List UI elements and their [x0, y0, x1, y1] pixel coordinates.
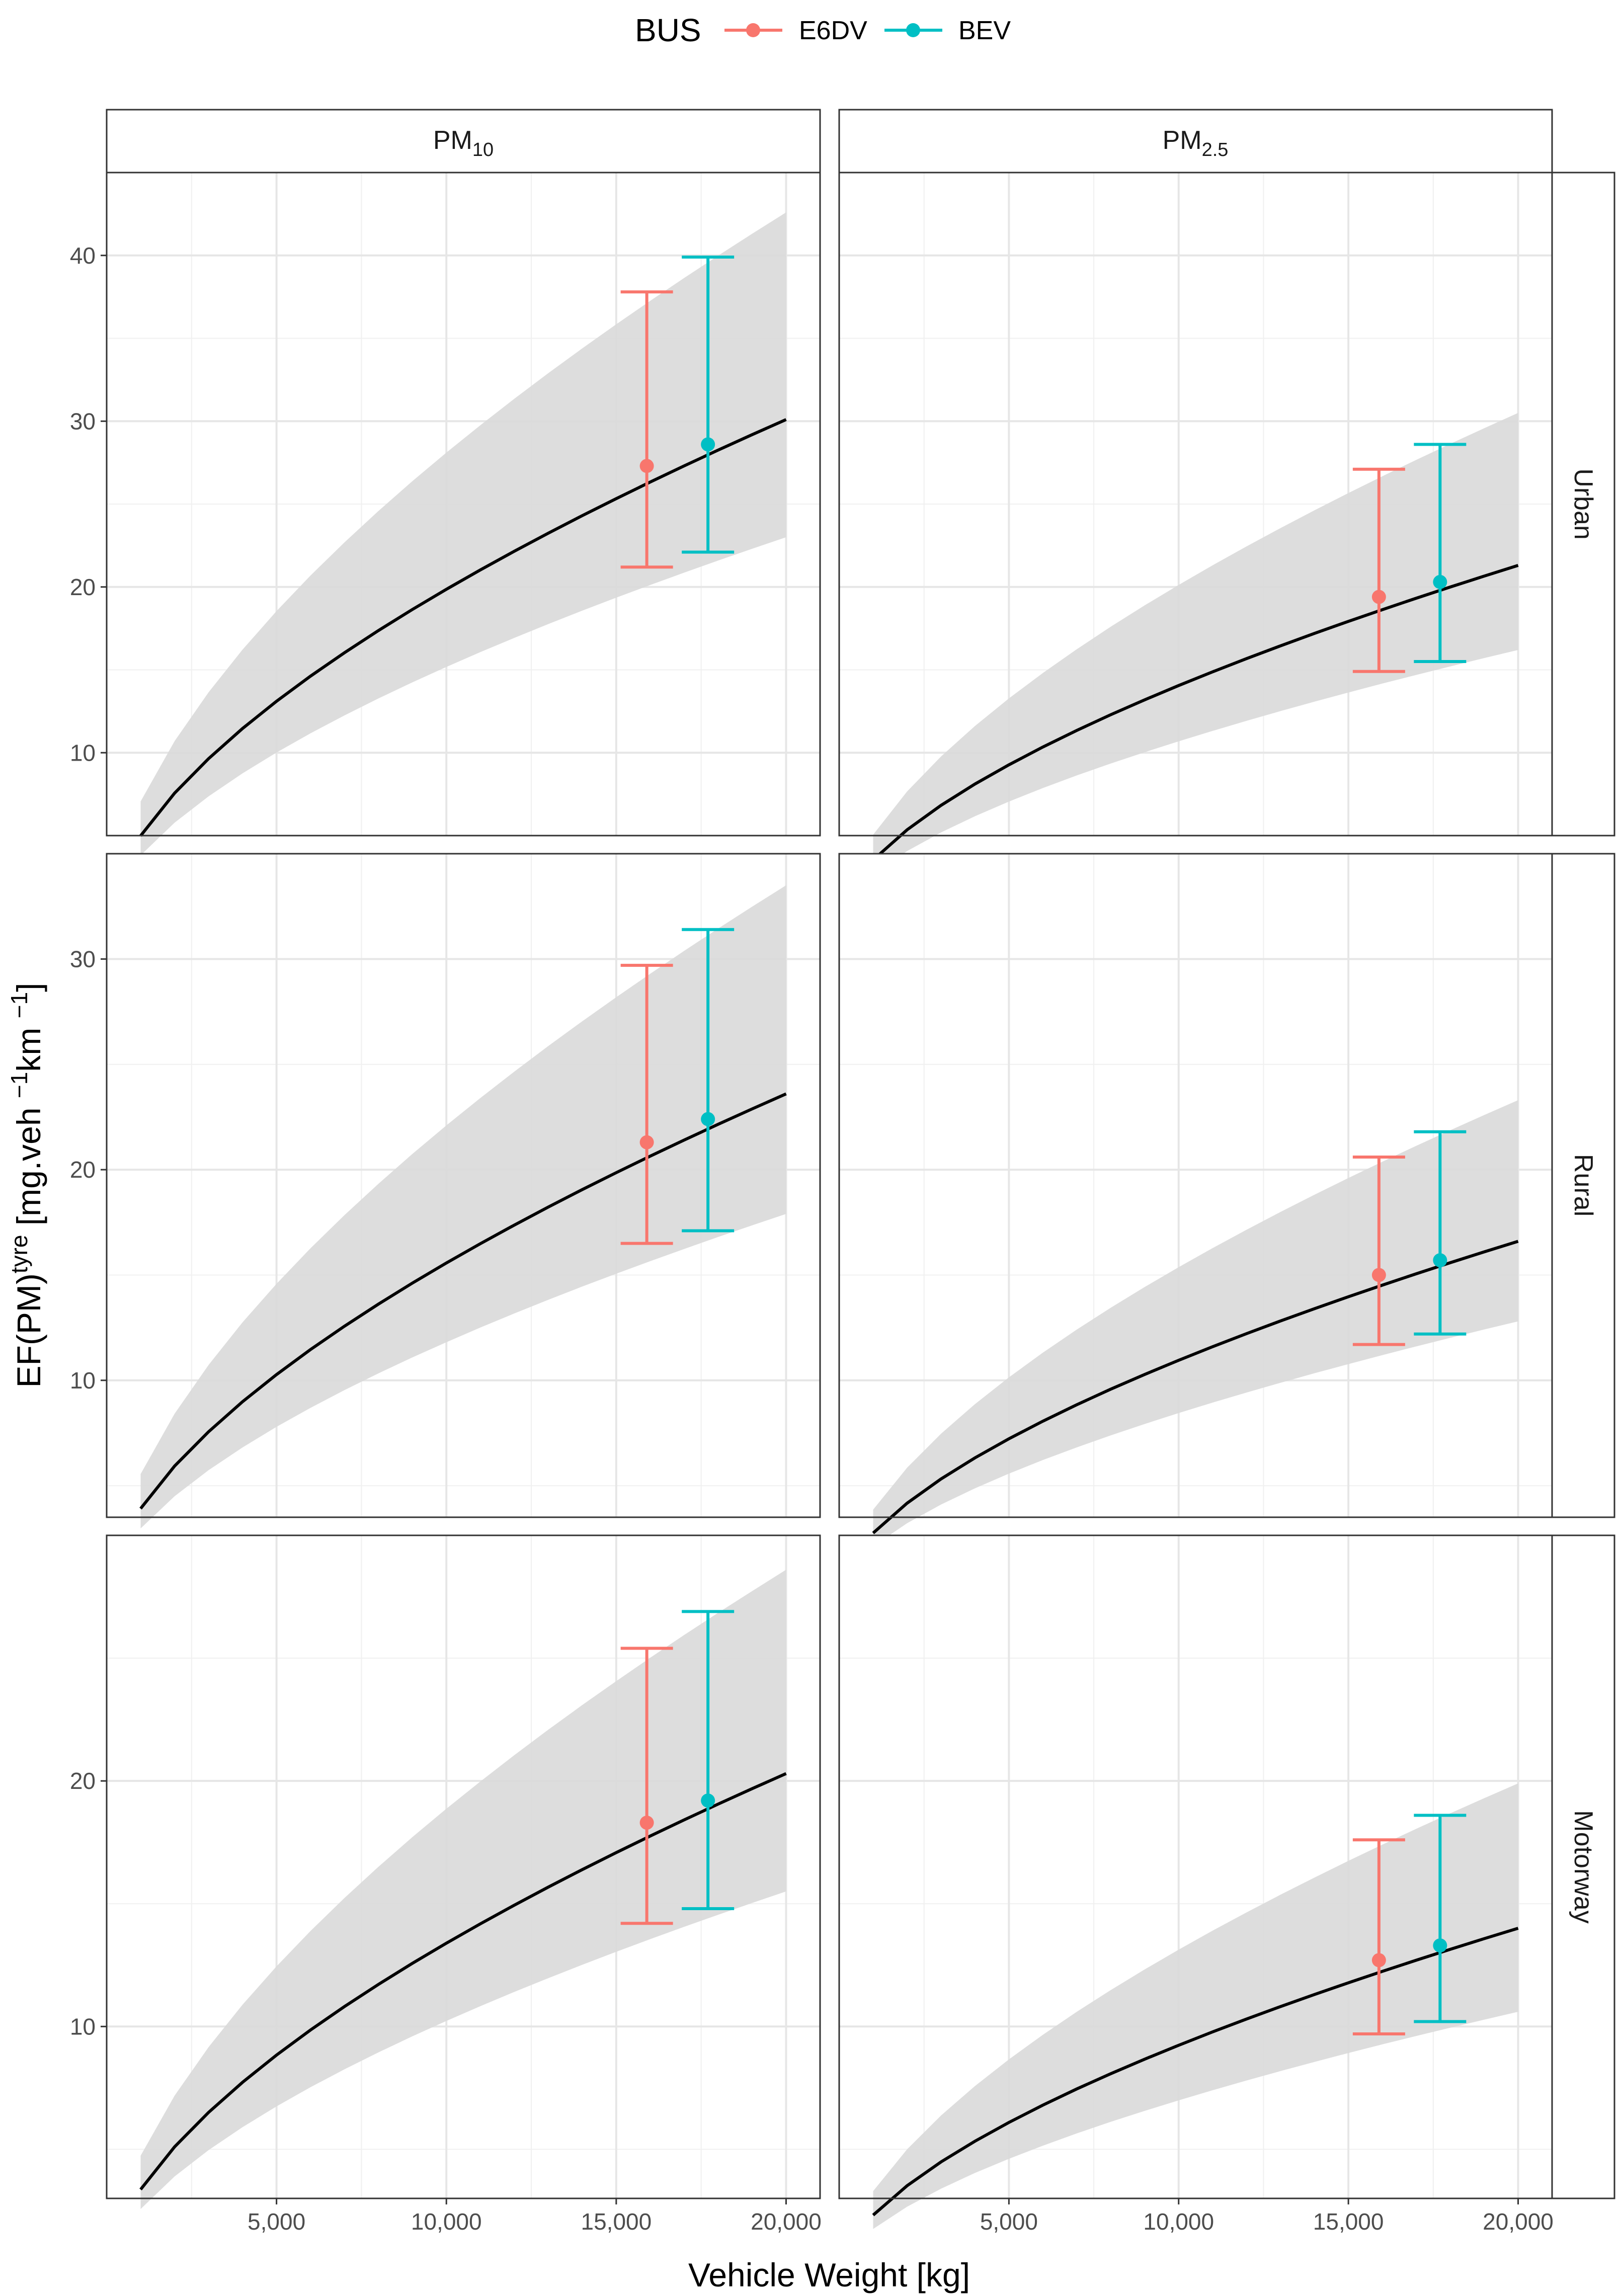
point-e6dv	[1352, 1838, 1405, 2035]
point-marker	[639, 1816, 654, 1830]
x-tick-label: 10,000	[411, 2208, 482, 2235]
point-bev	[682, 928, 735, 1233]
x-tick-label: 15,000	[1313, 2208, 1384, 2235]
panel-border	[838, 172, 1553, 837]
confidence-band	[873, 413, 1518, 874]
confidence-band	[140, 1570, 786, 2209]
y-tick-label: 30	[70, 408, 96, 434]
legend-label-e6dv: E6DV	[799, 16, 867, 45]
point-e6dv	[620, 1647, 673, 1925]
point-bev	[682, 256, 735, 554]
fit-line	[139, 418, 787, 837]
point-e6dv	[1352, 1155, 1405, 1346]
strip-label-pm25: PM	[1163, 126, 1202, 155]
y-tick-label: 10	[70, 740, 96, 766]
confidence-band	[140, 212, 786, 856]
legend-item-e6dv: E6DV	[724, 16, 867, 45]
fit-line	[872, 1240, 1519, 1534]
fit-line	[139, 1092, 787, 1510]
strip-column-pm25: PM2.5	[838, 109, 1553, 174]
panel-border	[106, 172, 821, 837]
panel-rural-pm10: 10 20 30	[70, 853, 821, 1529]
y-tick-label: 10	[70, 2013, 96, 2039]
point-marker	[639, 459, 654, 473]
strip-label-motorway: Motorway	[1569, 1810, 1598, 1923]
confidence-band	[140, 885, 786, 1529]
point-marker	[701, 1112, 715, 1126]
point-e6dv	[1352, 467, 1405, 673]
strip-sub-pm10: 10	[472, 139, 494, 160]
svg-text:PM2.5: PM2.5	[1163, 126, 1229, 160]
panel-border	[838, 1534, 1553, 2199]
strip-label-pm10: PM	[433, 126, 472, 155]
strip-label-urban: Urban	[1569, 468, 1598, 540]
panel-urban-pm10: 10 20 30 40	[70, 172, 821, 856]
legend: BUS E6DV BEV	[635, 12, 1011, 48]
y-tick-label: 20	[70, 574, 96, 600]
point-bev	[1414, 1814, 1467, 2023]
panel-motorway-pm10: 10 20	[70, 1534, 821, 2209]
x-tick-label: 20,000	[1483, 2208, 1554, 2235]
panel-rural-pm25	[838, 853, 1553, 1546]
point-marker	[1433, 575, 1447, 589]
confidence-band	[873, 1100, 1518, 1546]
strip-label-rural: Rural	[1569, 1154, 1598, 1216]
legend-label-bev: BEV	[958, 16, 1011, 45]
x-axis-ticks: 5,000 10,000 15,000 20,000 5,000 10,000 15,000…	[248, 2198, 1554, 2235]
y-tick-label: 20	[70, 1768, 96, 1794]
y-tick-label: 10	[70, 1367, 96, 1393]
legend-item-bev: BEV	[884, 16, 1011, 45]
x-tick-label: 5,000	[980, 2208, 1038, 2235]
panel-motorway-pm25	[838, 1534, 1553, 2229]
strip-sub-pm25: 2.5	[1202, 139, 1229, 160]
x-tick-label: 20,000	[751, 2208, 822, 2235]
point-marker	[639, 1135, 654, 1150]
point-marker	[1371, 1953, 1386, 1967]
y-tick-label: 30	[70, 946, 96, 972]
point-marker	[1371, 590, 1386, 604]
point-marker	[701, 437, 715, 452]
point-marker	[1371, 1268, 1386, 1282]
panel-border	[106, 853, 821, 1518]
panel-border	[106, 1534, 821, 2199]
y-tick-label: 20	[70, 1157, 96, 1183]
panel-border	[838, 853, 1553, 1518]
svg-text:PM10: PM10	[433, 126, 494, 160]
panels: 10 20 30 40 10 20 30 10 20	[70, 172, 1553, 2229]
confidence-band	[873, 1783, 1518, 2229]
x-tick-label: 15,000	[581, 2208, 652, 2235]
fit-line	[139, 1772, 787, 2191]
x-tick-label: 10,000	[1143, 2208, 1214, 2235]
point-bev	[1414, 1130, 1467, 1336]
fit-line	[872, 564, 1519, 861]
panel-urban-pm25	[838, 172, 1553, 874]
point-e6dv	[620, 963, 673, 1245]
strip-row-urban: Urban	[1551, 172, 1615, 837]
strip-row-rural: Rural	[1551, 853, 1615, 1518]
x-axis-title: Vehicle Weight [kg]	[688, 2256, 970, 2293]
point-marker	[1433, 1253, 1447, 1268]
y-tick-label: 40	[70, 242, 96, 269]
point-marker	[1433, 1938, 1447, 1953]
point-bev	[682, 1610, 735, 1910]
strip-row-motorway: Motorway	[1551, 1534, 1615, 2199]
legend-title: BUS	[635, 12, 701, 48]
point-marker	[701, 1793, 715, 1808]
x-tick-label: 5,000	[248, 2208, 305, 2235]
y-axis-title: EF(PM)tyre [mg.veh −1km −1]	[6, 982, 47, 1387]
point-e6dv	[620, 290, 673, 569]
fit-line	[872, 1927, 1519, 2217]
strip-column-pm10: PM10	[106, 109, 821, 174]
point-bev	[1414, 443, 1467, 664]
